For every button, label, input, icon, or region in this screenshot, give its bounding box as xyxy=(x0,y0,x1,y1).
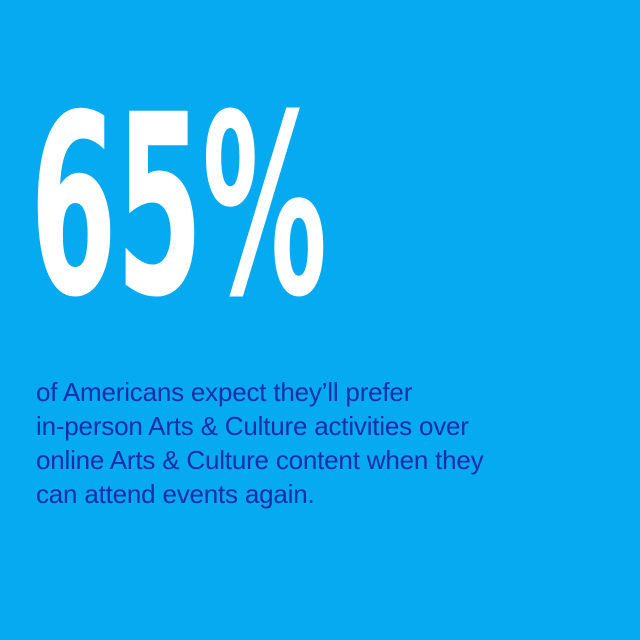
caption-line-1: of Americans expect they’ll prefer xyxy=(36,377,413,407)
stat-caption: of Americans expect they’ll prefer in-pe… xyxy=(36,375,616,511)
caption-line-4: can attend events again. xyxy=(36,479,315,509)
caption-line-2: in-person Arts & Culture activities over xyxy=(36,411,469,441)
caption-line-3: online Arts & Culture content when they xyxy=(36,445,484,475)
stat-percentage: 65% xyxy=(30,61,327,352)
